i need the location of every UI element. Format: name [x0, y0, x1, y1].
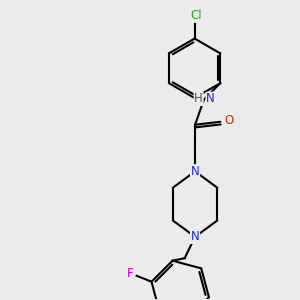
Text: N: N	[206, 92, 215, 105]
Text: Cl: Cl	[190, 9, 202, 22]
Text: F: F	[127, 267, 134, 280]
Text: N: N	[191, 230, 200, 243]
Text: H: H	[194, 92, 203, 105]
Text: N: N	[191, 165, 200, 178]
Text: O: O	[224, 114, 233, 127]
